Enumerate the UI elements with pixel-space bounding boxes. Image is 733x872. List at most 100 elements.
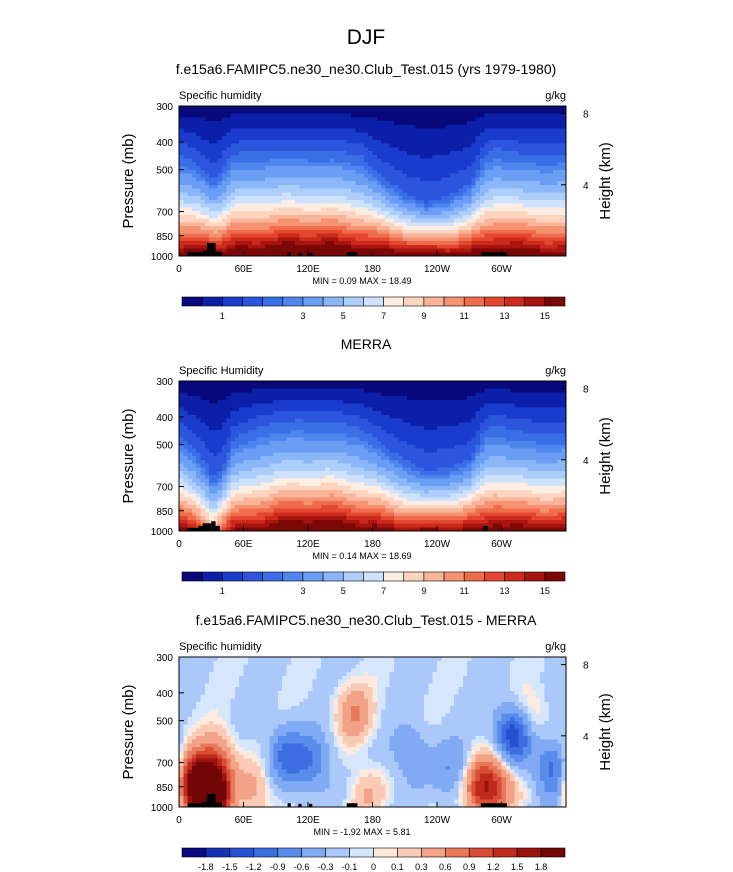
contour-cell <box>428 207 434 212</box>
contour-cell <box>488 418 494 423</box>
contour-cell <box>325 181 331 186</box>
contour-cell <box>454 407 460 412</box>
contour-cell <box>346 177 352 182</box>
contour-cell <box>449 181 455 186</box>
contour-cell <box>187 244 193 250</box>
contour-cell <box>471 384 477 390</box>
contour-cell <box>260 418 266 423</box>
contour-cell <box>548 181 554 186</box>
contour-cell <box>222 211 227 216</box>
contour-cell <box>518 392 524 397</box>
contour-cell <box>312 162 318 167</box>
contour-cell <box>209 173 214 178</box>
contour-cell <box>471 203 477 208</box>
contour-cell <box>449 222 455 227</box>
contour-cell <box>428 226 434 231</box>
colorbar-label: 3 <box>300 311 305 321</box>
contour-cell <box>385 177 391 182</box>
contour-cell <box>428 188 434 193</box>
contour-cell <box>320 169 326 175</box>
contour-cell <box>475 109 481 115</box>
contour-cell <box>505 426 511 431</box>
contour-cell <box>458 214 464 220</box>
contour-cell <box>338 106 343 111</box>
contour-cell <box>316 199 322 205</box>
contour-cell <box>385 136 391 141</box>
contour-cell <box>247 226 253 231</box>
contour-cell <box>273 151 279 156</box>
contour-cell <box>467 226 472 231</box>
contour-cell <box>338 222 343 227</box>
contour-cell <box>561 244 567 250</box>
contour-cell <box>282 418 288 423</box>
contour-cell <box>411 124 417 130</box>
contour-cell <box>475 121 481 126</box>
contour-cell <box>325 143 331 148</box>
contour-cell <box>355 414 361 420</box>
contour-cell <box>308 166 313 171</box>
contour-cell <box>548 166 554 171</box>
contour-cell <box>471 252 477 257</box>
contour-cell <box>204 166 210 171</box>
contour-cell <box>282 203 288 208</box>
contour-cell <box>329 196 335 201</box>
contour-cell <box>230 151 236 156</box>
contour-cell <box>531 143 537 148</box>
contour-cell <box>196 169 202 175</box>
contour-cell <box>179 188 184 193</box>
contour-cell <box>273 218 279 223</box>
contour-cell <box>518 226 524 231</box>
contour-cell <box>320 121 326 126</box>
contour-cell <box>299 244 305 250</box>
contour-cell <box>222 121 227 126</box>
contour-cell <box>381 429 386 435</box>
contour-cell <box>209 117 214 122</box>
contour-cell <box>316 113 322 118</box>
contour-cell <box>385 226 391 231</box>
contour-cell <box>351 121 356 126</box>
contour-cell <box>217 426 223 431</box>
contour-cell <box>316 181 322 186</box>
contour-cell <box>428 136 434 141</box>
contour-cell <box>372 392 378 397</box>
contour-cell <box>454 184 460 190</box>
contour-cell <box>346 143 352 148</box>
contour-cell <box>527 169 533 175</box>
contour-cell <box>299 407 305 412</box>
contour-cell <box>222 181 227 186</box>
contour-cell <box>411 199 417 205</box>
contour-cell <box>406 399 412 405</box>
contour-cell <box>363 229 369 235</box>
contour-cell <box>234 199 240 205</box>
contour-cell <box>527 429 533 435</box>
contour-cell <box>411 392 417 397</box>
contour-cell <box>411 169 417 175</box>
contour-cell <box>475 124 481 130</box>
contour-cell <box>527 248 533 253</box>
colorbar-label: 7 <box>381 311 386 321</box>
contour-cell <box>265 403 270 408</box>
contour-cell <box>394 396 399 401</box>
contour-cell <box>209 388 214 393</box>
contour-cell <box>320 244 326 250</box>
contour-cell <box>286 399 292 405</box>
contour-cell <box>411 154 417 160</box>
contour-cell <box>252 411 257 416</box>
contour-cell <box>286 388 292 393</box>
contour-cell <box>338 214 343 220</box>
contour-cell <box>523 222 528 227</box>
contour-cell <box>252 381 257 386</box>
contour-cell <box>462 154 468 160</box>
contour-cell <box>183 192 189 197</box>
contour-cell <box>492 124 498 130</box>
contour-cell <box>363 244 369 250</box>
contour-cell <box>424 422 429 427</box>
contour-cell <box>471 248 477 253</box>
contour-cell <box>191 192 197 197</box>
contour-cell <box>209 414 214 420</box>
contour-cell <box>540 199 546 205</box>
contour-cell <box>260 252 266 257</box>
contour-cell <box>475 158 481 163</box>
contour-cell <box>389 199 395 205</box>
contour-cell <box>419 139 425 145</box>
